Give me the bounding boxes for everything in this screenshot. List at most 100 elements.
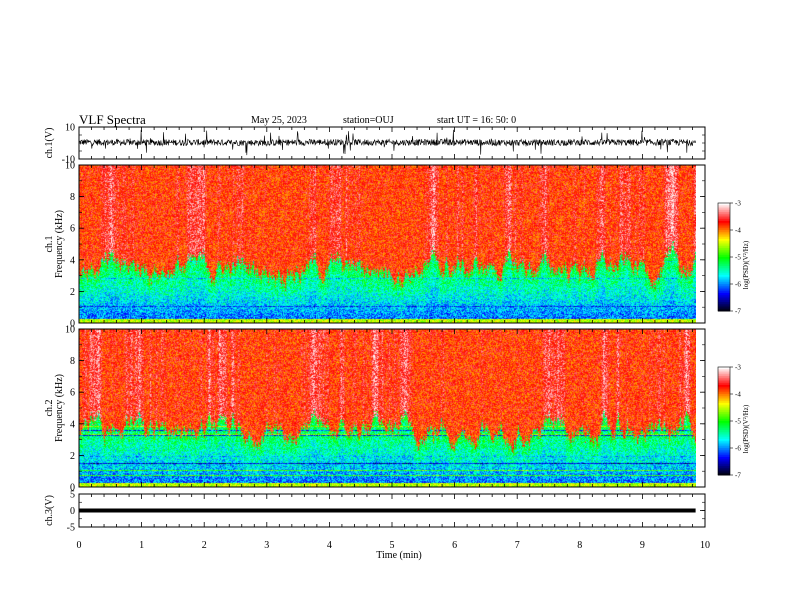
spectrogram-image xyxy=(79,165,696,323)
colorbar-segment xyxy=(718,302,730,305)
colorbar-tick-label: -3 xyxy=(735,364,741,372)
colorbar-segment xyxy=(718,309,730,312)
colorbar-segment xyxy=(718,266,730,269)
colorbar-segment xyxy=(718,258,730,262)
colorbar-segment xyxy=(718,410,730,413)
colorbar-segment xyxy=(718,457,730,460)
colorbar-segment xyxy=(718,217,730,220)
colorbar-segment xyxy=(718,249,730,253)
colorbar-segment xyxy=(718,397,730,400)
colorbar-segment xyxy=(718,278,730,281)
colorbar-segment xyxy=(718,466,730,469)
colorbar-segment xyxy=(718,403,730,406)
colorbar-segment xyxy=(718,464,730,467)
x-tick-label: 3 xyxy=(264,540,269,551)
colorbar-segment xyxy=(718,437,730,440)
colorbar-segment xyxy=(718,442,730,445)
colorbar-segment xyxy=(718,271,730,274)
colorbar-segment xyxy=(718,285,730,289)
colorbar-segment xyxy=(718,435,730,438)
colorbar-segment xyxy=(718,428,730,431)
colorbar-segment xyxy=(718,240,730,244)
colorbar-segment xyxy=(718,440,730,444)
colorbar-segment xyxy=(718,276,730,280)
x-tick-label: 5 xyxy=(390,540,395,551)
colorbar-segment xyxy=(718,273,730,276)
y-tick-label: 2 xyxy=(70,287,75,298)
y-tick-label: 4 xyxy=(70,255,75,266)
colorbar-segment xyxy=(718,433,730,436)
colorbar-segment xyxy=(718,231,730,235)
y-tick-label: -10 xyxy=(62,155,75,166)
x-tick-label: 4 xyxy=(327,540,332,551)
colorbar-tick-label: -6 xyxy=(735,445,741,453)
colorbar-segment xyxy=(718,379,730,382)
colorbar-tick-label: -7 xyxy=(735,308,741,316)
ch3-waveform-panel: 5 0 -5 ch.3(V) xyxy=(44,490,706,534)
colorbar-segment xyxy=(718,208,730,211)
colorbar-segment xyxy=(718,212,730,215)
colorbar-segment xyxy=(718,228,730,231)
y-tick-label: 10 xyxy=(65,325,75,336)
colorbar-segment xyxy=(718,381,730,384)
colorbar-segment xyxy=(718,260,730,263)
colorbar-segment xyxy=(718,300,730,303)
colorbar-segment xyxy=(718,419,730,422)
colorbar-segment xyxy=(718,289,730,292)
colorbar-segment xyxy=(718,422,730,426)
colorbar-segment xyxy=(718,386,730,390)
station-label: station=OUJ xyxy=(343,115,394,126)
colorbar-segment xyxy=(718,296,730,299)
y-tick-label: 8 xyxy=(70,356,75,367)
x-tick-label: 8 xyxy=(577,540,582,551)
colorbar-segment xyxy=(718,282,730,285)
colorbar-segment xyxy=(718,230,730,233)
colorbar-segment xyxy=(718,458,730,462)
spectrogram-canvas xyxy=(79,165,696,323)
colorbar-segment xyxy=(718,280,730,283)
colorbar-segment xyxy=(718,248,730,251)
colorbar-segment xyxy=(718,213,730,217)
colorbar-segment xyxy=(718,224,730,227)
colorbar-segment xyxy=(718,284,730,287)
x-tick-label: 1 xyxy=(139,540,144,551)
colorbar-segment xyxy=(718,453,730,456)
colorbar-segment xyxy=(718,298,730,301)
colorbar-segment xyxy=(718,448,730,451)
x-tick-label: 7 xyxy=(515,540,520,551)
colorbar-segment xyxy=(718,287,730,290)
colorbar-segment xyxy=(718,370,730,373)
colorbar-segment xyxy=(718,395,730,399)
colorbar-segment xyxy=(718,246,730,249)
colorbar-segment xyxy=(718,390,730,393)
colorbar-segment xyxy=(718,444,730,447)
colorbar-segment xyxy=(718,204,730,208)
figure-title: VLF Spectra xyxy=(79,112,146,127)
colorbar-segment xyxy=(718,257,730,260)
colorbar-segment xyxy=(718,417,730,420)
colorbar-segment xyxy=(718,469,730,472)
colorbar-segment xyxy=(718,430,730,433)
colorbar-segment xyxy=(718,413,730,417)
ch1-spectrogram-panel: 0 2 4 6 8 10 ch.1 Frequency (kHz) xyxy=(44,161,706,330)
colorbar-segment xyxy=(718,372,730,375)
colorbar-segment xyxy=(718,275,730,278)
colorbar-segment xyxy=(718,307,730,310)
x-tick-label: 2 xyxy=(202,540,207,551)
colorbar-segment xyxy=(718,221,730,224)
y-tick-label: 4 xyxy=(70,419,75,430)
colorbar-tick-label: -3 xyxy=(735,200,741,208)
y-axis-title: ch.1 xyxy=(44,236,55,253)
y-tick-label: 6 xyxy=(70,388,75,399)
colorbar-segment xyxy=(718,239,730,242)
x-tick-label: 9 xyxy=(640,540,645,551)
colorbar-segment xyxy=(718,255,730,258)
colorbar-segment xyxy=(718,219,730,222)
colorbar-segment xyxy=(718,251,730,254)
y-tick-label: -5 xyxy=(67,523,75,534)
x-tick-label: 0 xyxy=(77,540,82,551)
colorbar-segment xyxy=(718,424,730,427)
ch1-trace xyxy=(78,129,696,156)
colorbar-segment xyxy=(718,368,730,372)
y-tick-label: 2 xyxy=(70,451,75,462)
